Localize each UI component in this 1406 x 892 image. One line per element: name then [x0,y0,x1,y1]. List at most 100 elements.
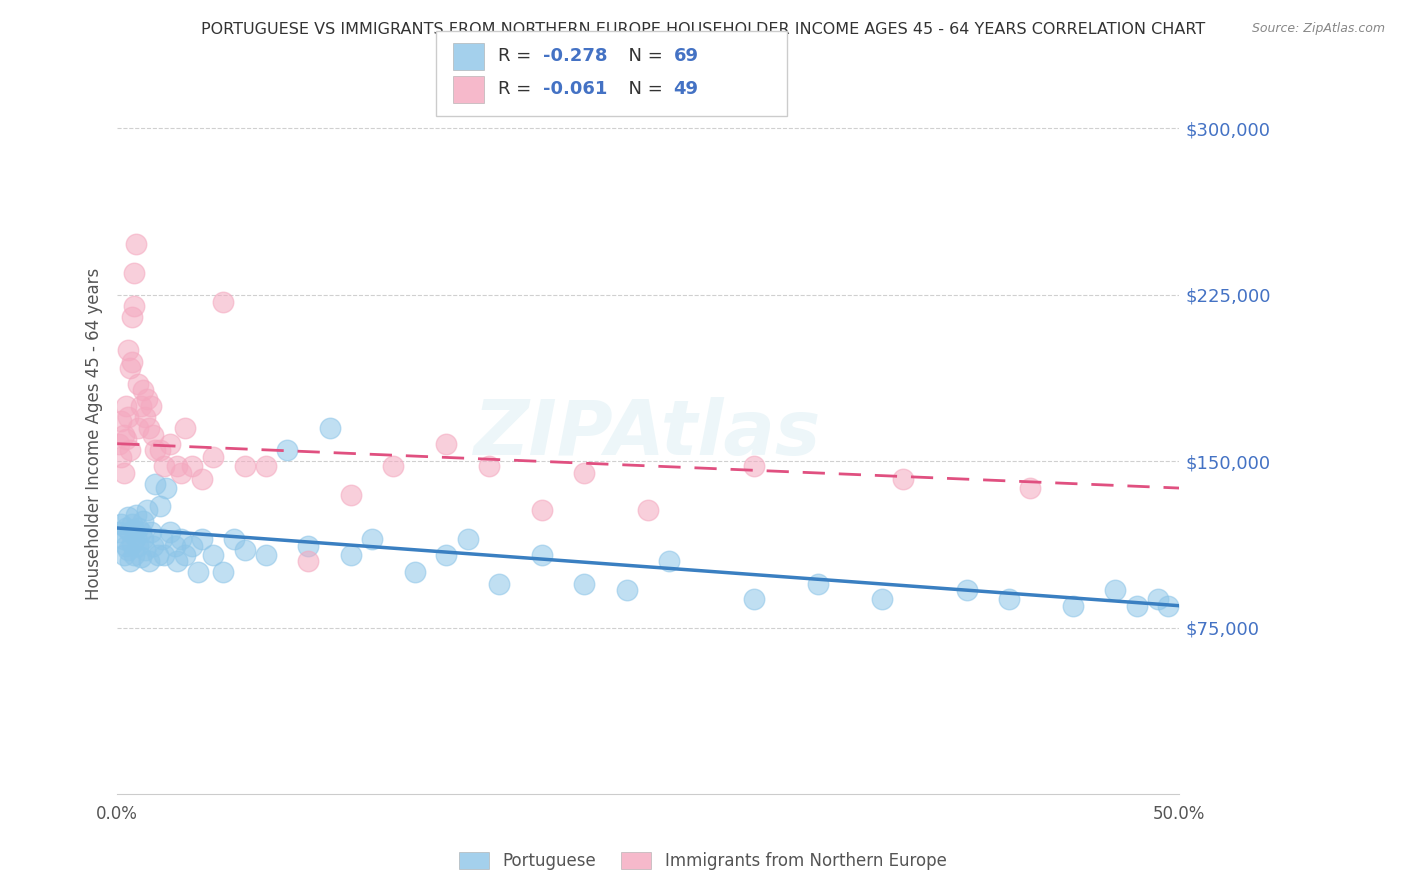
Point [159,436,181,450]
Point [125,530,148,544]
Point [108,525,131,540]
Point [122,523,145,537]
Point [121,516,143,531]
Point [233,458,256,473]
Point [340,488,363,502]
Point [141,399,163,413]
Point [145,443,167,458]
Point [1146,592,1168,607]
Text: PORTUGUESE VS IMMIGRANTS FROM NORTHERN EUROPE HOUSEHOLDER INCOME AGES 45 - 64 YE: PORTUGUESE VS IMMIGRANTS FROM NORTHERN E… [201,22,1205,37]
Text: R =: R = [498,80,537,98]
Point [122,299,145,313]
Point [112,427,135,442]
Point [1125,599,1147,613]
Point [530,503,553,517]
Text: 49: 49 [673,80,699,98]
Point [457,532,479,546]
Point [637,503,659,517]
Point [135,392,157,407]
Point [163,539,186,553]
Point [138,421,160,435]
Point [1019,481,1042,495]
Point [807,576,830,591]
Point [142,539,165,553]
Text: -0.278: -0.278 [543,47,607,65]
Point [191,532,214,546]
Text: N =: N = [617,80,669,98]
Point [150,532,173,546]
Point [434,548,457,562]
Point [127,521,149,535]
Point [131,384,153,398]
Point [138,554,160,568]
Point [191,472,214,486]
Point [131,532,153,546]
Point [145,476,167,491]
Point [153,548,176,562]
Point [129,549,152,564]
Point [110,414,132,428]
Text: Source: ZipAtlas.com: Source: ZipAtlas.com [1251,22,1385,36]
Point [212,566,235,580]
Point [118,443,141,458]
Point [117,509,139,524]
Point [254,458,277,473]
Point [121,354,143,368]
Point [998,592,1021,607]
Point [742,592,765,607]
Point [616,583,638,598]
Point [129,525,152,540]
Point [112,466,135,480]
Point [212,294,235,309]
Point [382,458,405,473]
Point [134,543,156,558]
Point [1062,599,1084,613]
Point [276,443,298,458]
Point [141,525,163,540]
Point [180,458,202,473]
Point [434,436,457,450]
Point [125,236,148,251]
Point [153,458,176,473]
Point [1157,599,1180,613]
Point [201,450,224,464]
Point [118,554,141,568]
Point [122,548,145,562]
Point [488,576,510,591]
Point [125,508,148,522]
Point [146,548,169,562]
Text: -0.061: -0.061 [543,80,607,98]
Point [297,554,319,568]
Point [117,543,139,558]
Point [201,548,224,562]
Point [297,539,319,553]
Point [233,543,256,558]
Point [118,525,141,540]
Point [574,466,596,480]
Point [114,399,136,413]
Point [166,458,188,473]
Point [114,521,136,535]
Point [127,376,149,391]
Point [361,532,384,546]
Point [121,310,143,325]
Point [155,481,177,495]
Text: N =: N = [617,47,669,65]
Point [114,539,136,553]
Text: R =: R = [498,47,537,65]
Point [149,443,172,458]
Point [112,548,135,562]
Point [574,576,596,591]
Point [114,432,136,446]
Point [1104,583,1126,598]
Point [108,436,131,450]
Point [170,532,193,546]
Point [174,421,197,435]
Point [222,532,245,546]
Point [110,516,132,531]
Point [891,472,914,486]
Point [127,421,149,435]
Y-axis label: Householder Income Ages 45 - 64 years: Householder Income Ages 45 - 64 years [86,268,103,599]
Point [870,592,893,607]
Point [110,450,132,464]
